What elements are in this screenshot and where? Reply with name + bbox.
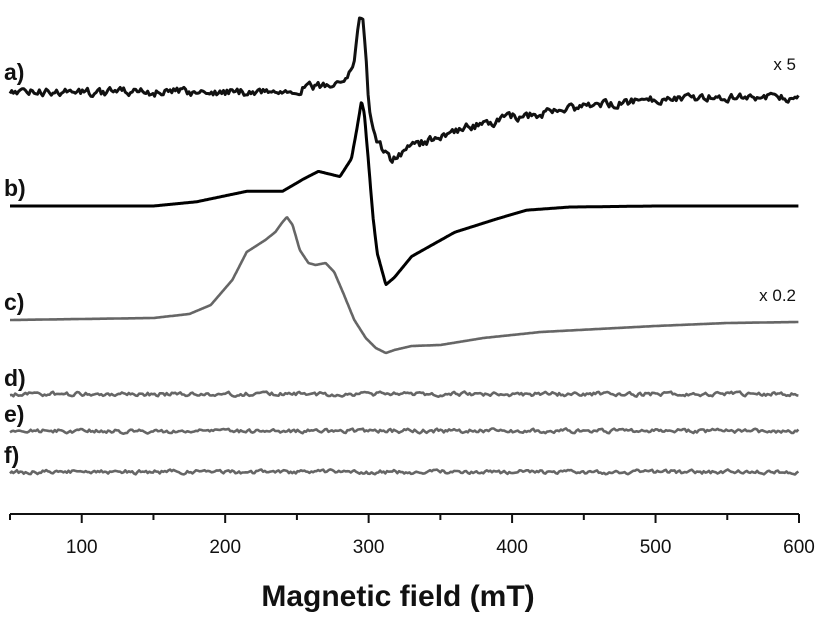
trace-f-label: f) (4, 442, 19, 468)
trace-a-scale-note: x 5 (773, 55, 796, 74)
trace-f-line (9, 468, 800, 476)
trace-a-line (8, 16, 800, 164)
x-tick-label: 300 (353, 537, 385, 558)
trace-e-label: e) (4, 401, 24, 427)
trace-a-label: a) (4, 59, 24, 85)
trace-b-line (9, 101, 800, 286)
traces-group (8, 16, 800, 476)
trace-labels-group: a) x 5 b) c) x 0.2 d) e) f) (4, 55, 796, 468)
trace-c-scale-note: x 0.2 (759, 286, 796, 305)
x-axis-title: Magnetic field (mT) (261, 580, 534, 613)
x-tick-label: 100 (66, 537, 98, 558)
x-tick-label: 200 (209, 537, 241, 558)
trace-c-label: c) (4, 289, 24, 315)
trace-d-label: d) (4, 365, 26, 391)
trace-e-line (9, 427, 800, 435)
trace-c-line (9, 216, 799, 355)
x-tick-label: 400 (496, 537, 528, 558)
x-ticks-group: 100 200 300 400 500 600 (9, 514, 815, 558)
trace-b-label: b) (4, 175, 26, 201)
x-axis: 100 200 300 400 500 600 (9, 513, 815, 558)
trace-d-line (9, 390, 799, 398)
x-tick-label: 500 (640, 537, 672, 558)
x-tick-label: 600 (783, 537, 815, 558)
